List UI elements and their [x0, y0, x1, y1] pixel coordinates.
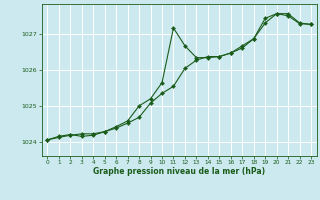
X-axis label: Graphe pression niveau de la mer (hPa): Graphe pression niveau de la mer (hPa): [93, 167, 265, 176]
